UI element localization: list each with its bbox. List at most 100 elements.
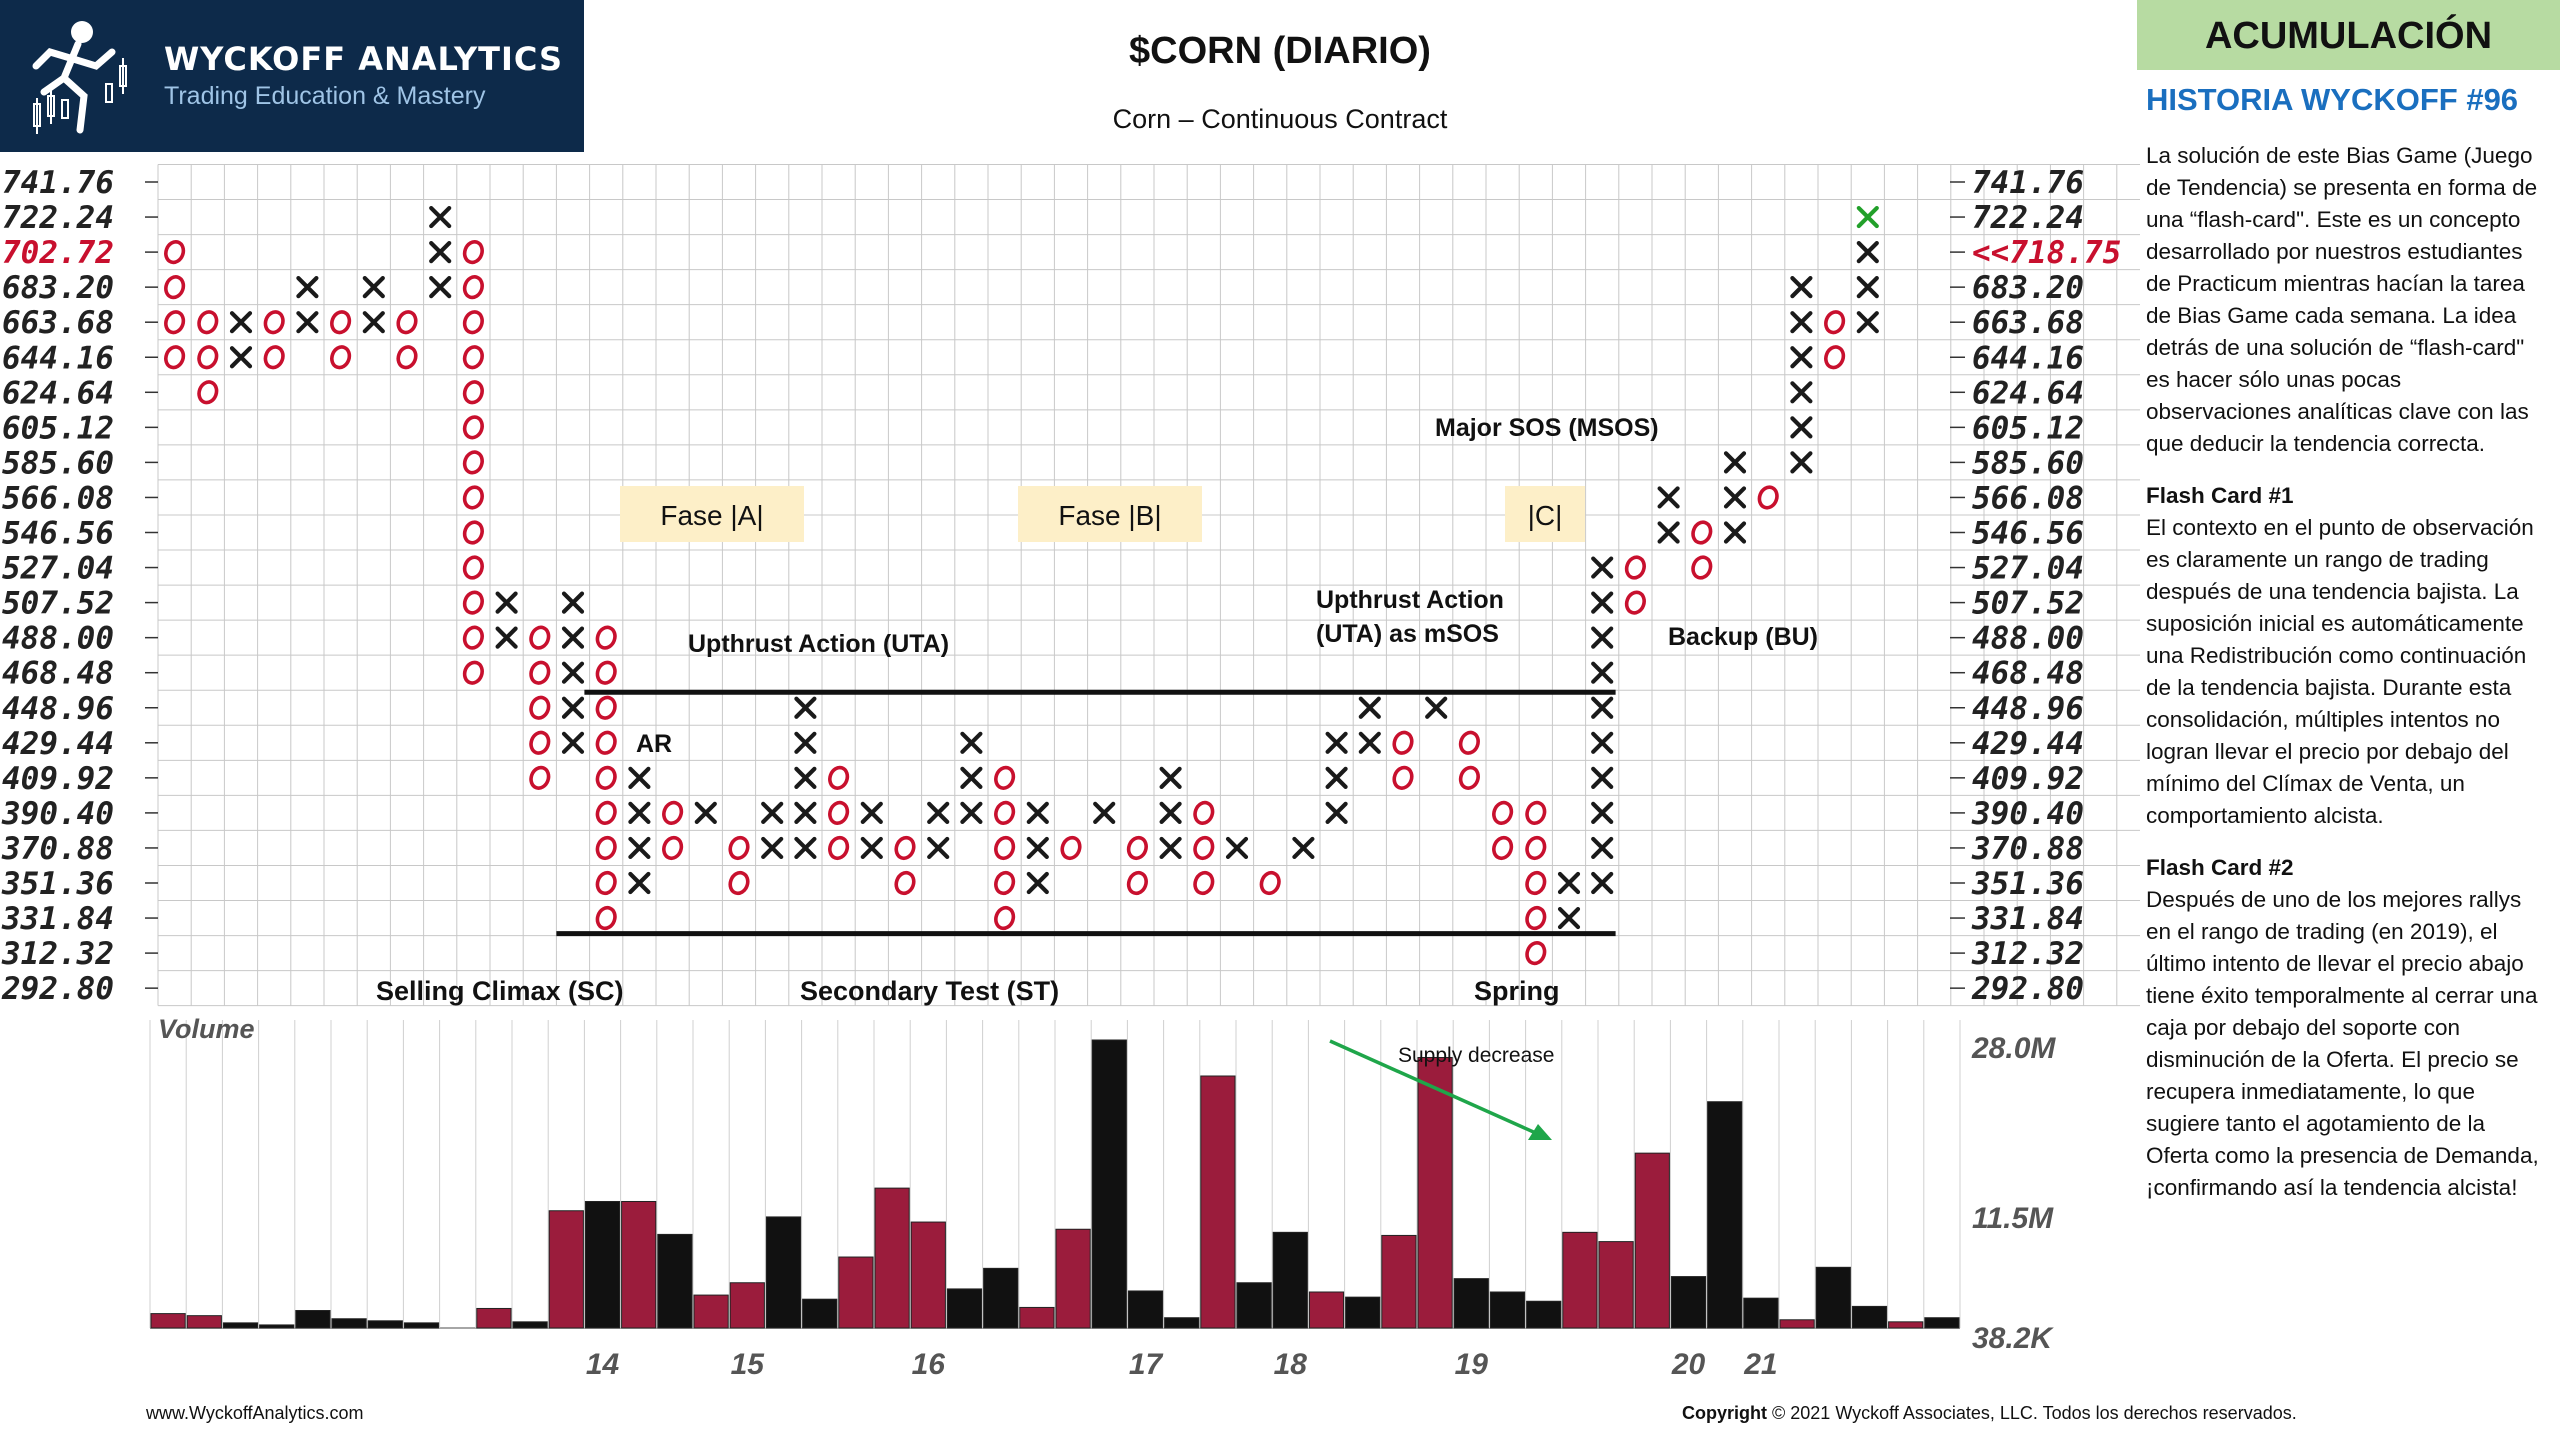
pf-x-box (1325, 731, 1348, 754)
pf-x-box (960, 766, 983, 789)
pf-o-box (595, 905, 617, 931)
pf-o-box (1525, 800, 1547, 825)
volume-bar (1562, 1231, 1598, 1329)
volume-bar (657, 1233, 693, 1329)
volume-bar (1743, 1297, 1779, 1329)
volume-bar (584, 1200, 621, 1329)
volume-date-label: 18 (1274, 1348, 1308, 1381)
volume-bar (331, 1318, 367, 1329)
pf-x-box (1790, 276, 1813, 299)
pf-x-box (1557, 871, 1581, 895)
pf-x-box (561, 731, 585, 754)
msos-label: Major SOS (MSOS) (1435, 414, 1659, 442)
pf-o-box (994, 800, 1016, 825)
pf-x-box (1292, 836, 1315, 860)
pf-x-box (1358, 696, 1381, 719)
uta-msos-label-line2: (UTA) as mSOS (1316, 620, 1499, 648)
price-label-right: 546.56 (1972, 516, 2084, 552)
pf-o-box (164, 310, 186, 335)
price-label-right: 468.48 (1972, 656, 2084, 692)
price-label-left: 624.64 (2, 375, 114, 411)
pf-x-box (1591, 871, 1614, 895)
pf-x-box (1591, 661, 1614, 684)
pf-x-box (927, 836, 950, 860)
flash-card-1-title: Flash Card #1 (2146, 483, 2294, 508)
pf-x-box (1591, 801, 1614, 824)
pf-x-box (1790, 416, 1813, 439)
pf-o-box (1193, 800, 1215, 825)
volume-date-label: 17 (1129, 1348, 1164, 1381)
pf-x-box (1591, 731, 1614, 754)
pf-o-box (462, 450, 484, 475)
volume-bar (946, 1288, 983, 1329)
brand-logo: WYCKOFF ANALYTICS Trading Education & Ma… (0, 0, 584, 152)
phase-label: Fase |B| (1058, 500, 1161, 531)
pf-o-box (462, 590, 484, 615)
volume-bar (1634, 1152, 1670, 1329)
volume-date-label: 14 (586, 1348, 620, 1381)
pf-o-box (894, 870, 916, 896)
volume-date-label: 15 (731, 1348, 766, 1381)
price-label-right: 488.00 (1972, 621, 2084, 657)
pf-o-box (595, 730, 617, 755)
volume-bar (838, 1256, 874, 1329)
pf-x-box (296, 276, 319, 299)
pf-o-box (662, 800, 684, 825)
pf-x-box (495, 591, 518, 614)
pf-o-box (728, 835, 750, 861)
pf-o-box (462, 380, 484, 405)
pf-o-box (828, 765, 850, 790)
pf-o-box (1193, 870, 1215, 896)
pf-x-box (1790, 311, 1813, 334)
pf-x-box (1856, 241, 1879, 264)
pf-x-box (1026, 836, 1049, 860)
pf-x-box (1159, 801, 1182, 824)
pf-o-box (1060, 835, 1082, 861)
pf-o-box (1492, 800, 1514, 825)
pf-x-box (1856, 311, 1879, 334)
pf-x-box (860, 801, 883, 824)
pf-x-box (229, 311, 253, 334)
volume-bar (874, 1187, 910, 1329)
pf-o-box (529, 625, 551, 650)
pf-x-box (1591, 696, 1614, 719)
volume-bar (1851, 1305, 1888, 1329)
pf-x-box (561, 661, 585, 684)
price-label-left: 448.96 (2, 691, 114, 727)
pf-x-box (429, 205, 452, 229)
pf-x-box (1425, 696, 1448, 719)
pf-x-box (1557, 906, 1581, 930)
price-label-right: 390.40 (1971, 796, 2084, 832)
flash-card-2-title: Flash Card #2 (2146, 855, 2294, 880)
phase-box (1505, 486, 1585, 542)
price-label-left: 644.16 (2, 340, 114, 376)
pf-x-box (1790, 451, 1813, 474)
phase-label: Fase |A| (660, 500, 763, 531)
pf-o-box (828, 835, 850, 861)
pf-o-box (1525, 835, 1547, 861)
pf-x-box (1723, 521, 1747, 544)
phase-label: |C| (1528, 500, 1563, 531)
pf-o-box (462, 625, 484, 650)
price-label-right: 644.16 (1972, 340, 2084, 376)
logo-title: WYCKOFF ANALYTICS (164, 40, 563, 78)
pf-o-box (164, 345, 186, 370)
website-link[interactable]: www.WyckoffAnalytics.com (146, 1403, 364, 1423)
pf-o-box (1525, 870, 1547, 896)
pf-o-box (330, 310, 352, 335)
pf-o-box (1624, 555, 1646, 580)
pf-o-box (1757, 485, 1779, 510)
pf-x-box (628, 801, 651, 824)
price-label-left: 527.04 (2, 551, 114, 587)
pf-o-box (529, 730, 551, 755)
pf-o-box (595, 625, 617, 650)
pf-o-box (396, 345, 418, 370)
volume-bar (403, 1322, 440, 1329)
volume-bar (1381, 1234, 1417, 1329)
runner-logo-icon (32, 21, 127, 134)
pf-x-box (794, 731, 817, 754)
volume-bar (910, 1221, 946, 1329)
pf-x-box (1093, 801, 1116, 824)
point-and-figure-chart: 741.76722.24702.72683.20663.68644.16624.… (1, 163, 2140, 1381)
volume-axis-label: 38.2K (1972, 1322, 2054, 1355)
